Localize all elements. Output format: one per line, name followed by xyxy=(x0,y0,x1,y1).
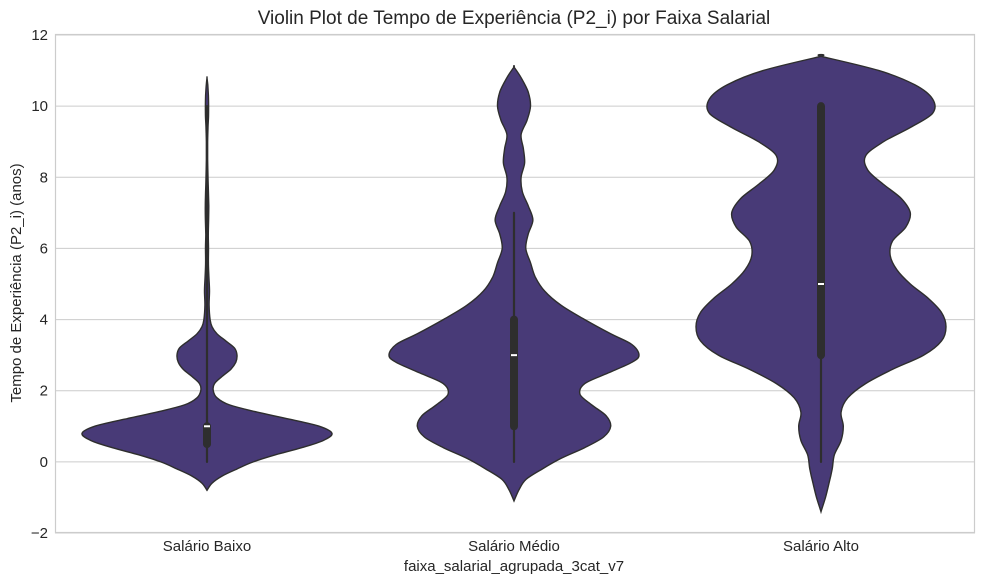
violin-group xyxy=(388,64,640,503)
x-axis-label: faixa_salarial_agrupada_3cat_v7 xyxy=(404,558,624,575)
y-tick-label: 12 xyxy=(31,27,48,44)
plot-frame xyxy=(54,33,976,534)
y-tick-label: 2 xyxy=(40,383,48,400)
x-tick-label: Salário Baixo xyxy=(163,538,251,555)
y-axis-label: Tempo de Experiência (P2_i) (anos) xyxy=(8,163,25,402)
y-tick-label: 10 xyxy=(31,98,48,115)
y-tick-label: 4 xyxy=(40,312,48,329)
y-tick-label: 8 xyxy=(40,169,48,186)
x-tick-labels: Salário Baixo Salário Médio Salário Alto xyxy=(163,538,859,555)
violin-group xyxy=(695,53,947,515)
y-tick-label: 6 xyxy=(40,240,48,257)
y-tick-labels: −2 0 2 4 6 8 10 12 xyxy=(31,27,48,542)
violins xyxy=(81,53,947,515)
chart-title: Violin Plot de Tempo de Experiência (P2_… xyxy=(258,8,771,29)
x-tick-label: Salário Alto xyxy=(783,538,859,555)
y-tick-label: −2 xyxy=(31,525,48,542)
y-tick-label: 0 xyxy=(40,454,48,471)
x-tick-label: Salário Médio xyxy=(468,538,560,555)
violin-group xyxy=(81,76,333,492)
